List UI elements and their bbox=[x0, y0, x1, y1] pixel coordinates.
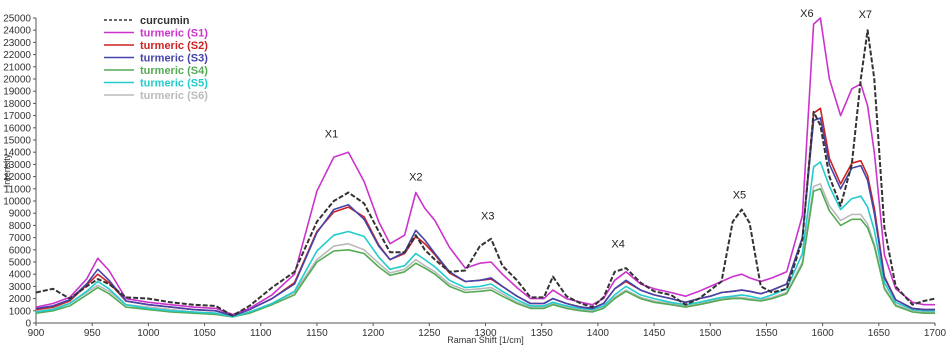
y-tick-label: 22000 bbox=[3, 50, 31, 61]
y-axis-title: Intensity bbox=[2, 153, 12, 187]
x-tick-label: 1400 bbox=[587, 328, 610, 339]
y-tick-label: 12000 bbox=[3, 172, 31, 183]
x-tick-label: 1350 bbox=[531, 328, 554, 339]
y-tick-label: 9000 bbox=[9, 209, 32, 220]
x-tick-label: 1450 bbox=[643, 328, 666, 339]
x-tick-label: 1550 bbox=[755, 328, 778, 339]
legend-label: turmeric (S5) bbox=[140, 78, 208, 90]
x-axis-title: Raman Shift [1/cm] bbox=[447, 335, 524, 345]
x-tick-label: 1100 bbox=[250, 328, 272, 339]
y-tick-label: 14000 bbox=[3, 148, 31, 159]
y-tick-label: 13000 bbox=[3, 160, 31, 171]
legend-label: turmeric (S2) bbox=[140, 40, 208, 52]
plot-area: 900 950 1000 1050 1100 1150 1200 1250 1300 1350 14… bbox=[3, 8, 946, 339]
x-tick-label: 1700 bbox=[924, 328, 947, 339]
y-tick-label: 19000 bbox=[3, 87, 31, 98]
legend-label: turmeric (S1) bbox=[140, 28, 208, 40]
x-tick-label: 1200 bbox=[362, 328, 385, 339]
x-tick-label: 1300 bbox=[474, 328, 497, 339]
y-tick-label: 11000 bbox=[4, 184, 32, 195]
peak-label: X4 bbox=[611, 238, 624, 250]
peak-annotations: X1 X2 X3 X4 X5 X6 X7 bbox=[325, 8, 872, 251]
y-tick-label: 6000 bbox=[9, 245, 32, 256]
legend-label: curcumin bbox=[140, 15, 190, 27]
x-tick-label: 1000 bbox=[137, 328, 160, 339]
y-tick-label: 25000 bbox=[3, 14, 31, 25]
legend-label: turmeric (S3) bbox=[140, 53, 208, 65]
x-tick-label: 900 bbox=[28, 328, 45, 339]
y-tick-label: 3000 bbox=[9, 282, 32, 293]
peak-label: X7 bbox=[859, 9, 872, 21]
x-tick-label: 1500 bbox=[699, 328, 722, 339]
legend-label: turmeric (S4) bbox=[140, 65, 208, 77]
x-tick-label: 1650 bbox=[868, 328, 891, 339]
series-line-1 bbox=[35, 17, 935, 316]
y-tick-label: 23000 bbox=[3, 38, 31, 49]
x-tick-label: 1600 bbox=[812, 328, 835, 339]
series-line-5 bbox=[35, 161, 935, 318]
x-tick-label: 1250 bbox=[418, 328, 441, 339]
series-line-4 bbox=[35, 188, 935, 318]
y-tick-label: 17000 bbox=[3, 111, 31, 122]
peak-label: X6 bbox=[800, 8, 813, 20]
x-tick-label: 1150 bbox=[306, 328, 328, 339]
series-layer bbox=[35, 17, 936, 318]
peak-label: X1 bbox=[325, 129, 338, 141]
y-tick-label: 15000 bbox=[3, 136, 31, 147]
y-tick-label: 21000 bbox=[3, 62, 31, 73]
y-tick-label: 5000 bbox=[9, 258, 32, 269]
x-axis-ticks: 900 950 1000 1050 1100 1150 1200 1250 1300 1350 14… bbox=[28, 323, 947, 339]
peak-label: X5 bbox=[733, 190, 746, 202]
y-tick-label: 4000 bbox=[9, 270, 32, 281]
y-tick-label: 16000 bbox=[3, 123, 31, 134]
peak-label: X3 bbox=[481, 210, 494, 222]
y-tick-label: 7000 bbox=[9, 233, 32, 244]
legend-label: turmeric (S6) bbox=[140, 90, 208, 102]
y-tick-label: 8000 bbox=[9, 221, 32, 232]
series-line-6 bbox=[35, 183, 935, 318]
y-tick-label: 0 bbox=[25, 319, 31, 330]
series-line-0 bbox=[35, 29, 936, 317]
peak-label: X2 bbox=[409, 171, 422, 183]
x-tick-label: 1050 bbox=[193, 328, 216, 339]
y-tick-label: 2000 bbox=[9, 294, 32, 305]
y-tick-label: 10000 bbox=[3, 197, 31, 208]
y-tick-label: 20000 bbox=[3, 75, 31, 86]
y-tick-label: 24000 bbox=[3, 26, 31, 37]
y-tick-label: 1000 bbox=[9, 306, 32, 317]
x-tick-label: 950 bbox=[84, 328, 101, 339]
y-tick-label: 18000 bbox=[3, 99, 31, 110]
